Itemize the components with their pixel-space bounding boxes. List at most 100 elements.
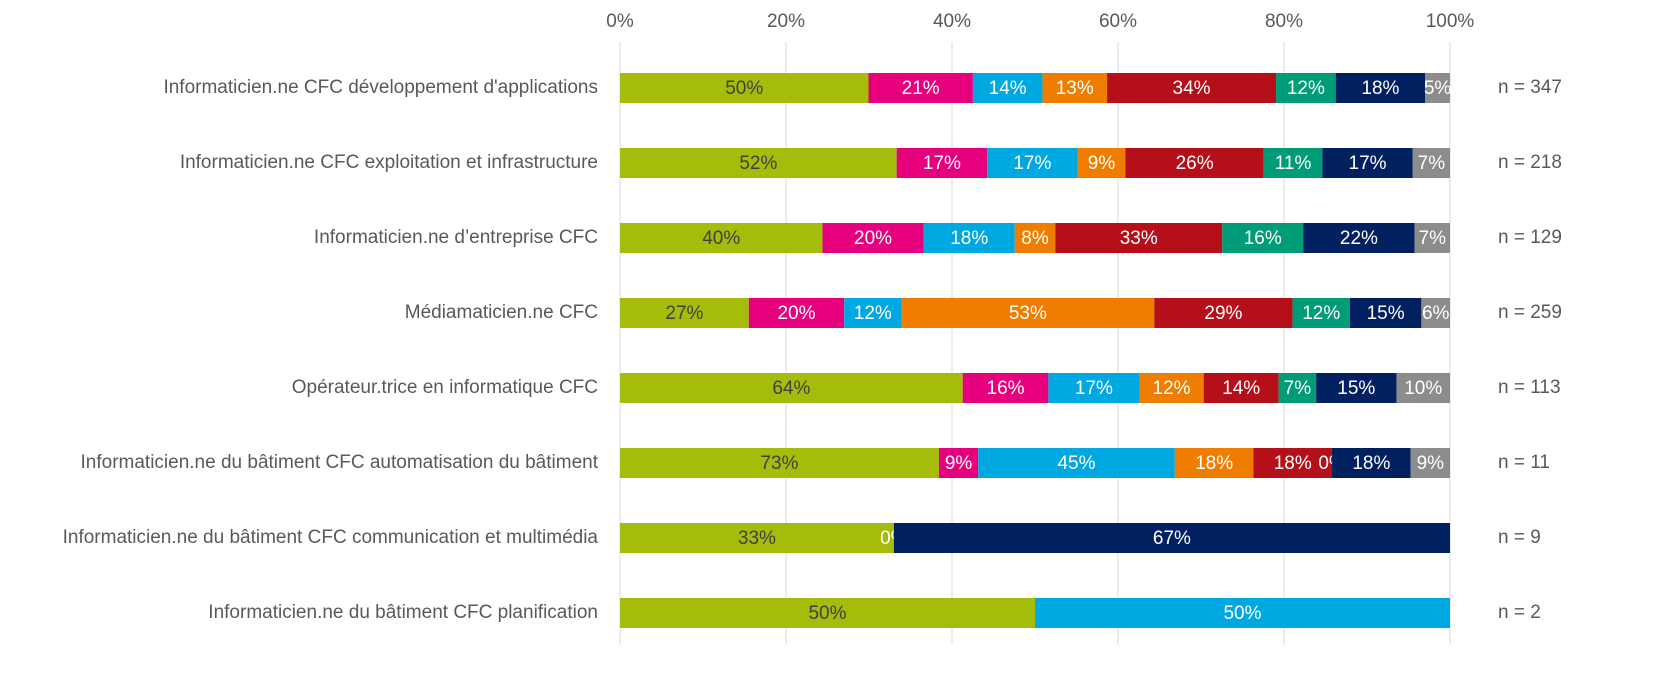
data-label: 45% — [1057, 453, 1095, 474]
category-label: Informaticien.ne CFC exploitation et inf… — [180, 152, 598, 173]
data-label: 33% — [738, 528, 776, 549]
bar-segment — [938, 448, 979, 478]
row-label: n = 347 — [1498, 77, 1562, 98]
bar-segment — [962, 373, 1049, 403]
bar-segment — [1292, 298, 1350, 328]
data-label: 6% — [1422, 303, 1450, 324]
category-label: Informaticien.ne du bâtiment CFC communi… — [63, 527, 599, 548]
bar-segment — [620, 73, 869, 103]
data-label: 8% — [1021, 228, 1049, 249]
data-label: 7% — [1419, 228, 1447, 249]
bar-segment — [1335, 73, 1426, 103]
data-label: 11% — [1275, 153, 1312, 174]
data-label: 10% — [1404, 378, 1442, 399]
bar-segment — [896, 148, 988, 178]
bar-segment — [1055, 223, 1223, 253]
data-label: 14% — [1222, 378, 1260, 399]
bar-segment — [620, 523, 894, 553]
bar-segment — [620, 298, 749, 328]
bar-segment — [1048, 373, 1140, 403]
data-label: 40% — [702, 228, 740, 249]
bar-segment — [620, 598, 1035, 628]
category-label: Informaticien.ne du bâtiment CFC planifi… — [208, 602, 598, 623]
data-label: 18% — [950, 228, 988, 249]
x-tick-label: 60% — [1099, 11, 1137, 32]
bar-segment — [987, 148, 1078, 178]
bar-segment — [1263, 148, 1323, 178]
data-label: 33% — [1120, 228, 1158, 249]
bar-segment — [923, 223, 1015, 253]
data-label: 17% — [923, 153, 961, 174]
data-label: 9% — [1417, 453, 1445, 474]
bar-segment — [620, 373, 963, 403]
bar-segment — [1410, 448, 1450, 478]
data-label: 73% — [760, 453, 798, 474]
data-label: 18% — [1274, 453, 1312, 474]
bar-segment — [822, 223, 924, 253]
data-label: 13% — [1056, 78, 1094, 99]
data-label: 22% — [1340, 228, 1378, 249]
data-label: 18% — [1361, 78, 1399, 99]
bar-segment — [1125, 148, 1264, 178]
data-label: 29% — [1204, 303, 1242, 324]
data-label: 50% — [808, 603, 846, 624]
bar-segment — [1349, 298, 1422, 328]
data-label: 67% — [1153, 528, 1191, 549]
data-label: 12% — [1302, 303, 1340, 324]
category-label: Opérateur.trice en informatique CFC — [292, 377, 598, 398]
bar-segment — [1425, 73, 1450, 103]
bar-segment — [620, 223, 823, 253]
data-label: 18% — [1195, 453, 1233, 474]
bar-segment — [1174, 448, 1254, 478]
data-label: 9% — [1088, 153, 1116, 174]
bar-segment — [1414, 223, 1450, 253]
bar-segment — [1107, 73, 1277, 103]
data-label: 34% — [1173, 78, 1211, 99]
category-label: Informaticien.ne d’entreprise CFC — [314, 227, 598, 248]
bar-segment — [844, 298, 902, 328]
category-label: Informaticien.ne CFC développement d'app… — [163, 77, 598, 98]
bar-segment — [1253, 448, 1333, 478]
bar-segment — [1322, 148, 1413, 178]
bar-segment — [1303, 223, 1415, 253]
bar-segment — [893, 523, 1450, 553]
bar-segment — [1154, 298, 1293, 328]
row-label: n = 9 — [1498, 527, 1541, 548]
bar-segment — [1222, 223, 1304, 253]
bar-segment — [1276, 73, 1336, 103]
row-label: n = 129 — [1498, 227, 1562, 248]
row-label: n = 11 — [1498, 452, 1550, 473]
data-label: 17% — [1349, 153, 1387, 174]
data-label: 26% — [1176, 153, 1214, 174]
x-tick-label: 100% — [1426, 11, 1475, 32]
bar-segment — [1316, 373, 1397, 403]
bar-segment — [748, 298, 845, 328]
bar-segment — [972, 73, 1043, 103]
data-label: 12% — [854, 303, 892, 324]
data-label: 20% — [854, 228, 892, 249]
bar-segment — [1412, 148, 1450, 178]
data-label: 7% — [1418, 153, 1446, 174]
data-label: 18% — [1352, 453, 1390, 474]
data-label: 9% — [945, 453, 973, 474]
category-label: Informaticien.ne du bâtiment CFC automat… — [81, 452, 599, 473]
row-label: n = 259 — [1498, 302, 1562, 323]
row-label: n = 113 — [1498, 377, 1561, 398]
data-label: 12% — [1153, 378, 1191, 399]
bar-segment — [1042, 73, 1108, 103]
bar-segment — [901, 298, 1155, 328]
bar-segment — [1139, 373, 1204, 403]
data-label: 53% — [1009, 303, 1047, 324]
data-label: 15% — [1337, 378, 1375, 399]
data-label: 17% — [1075, 378, 1113, 399]
bar-segment — [978, 448, 1175, 478]
data-label: 50% — [725, 78, 763, 99]
x-tick-label: 20% — [767, 11, 805, 32]
data-label: 50% — [1223, 603, 1261, 624]
data-label: 12% — [1287, 78, 1325, 99]
data-label: 27% — [665, 303, 703, 324]
bar-segment — [868, 73, 973, 103]
data-label: 64% — [772, 378, 810, 399]
data-label: 52% — [739, 153, 777, 174]
